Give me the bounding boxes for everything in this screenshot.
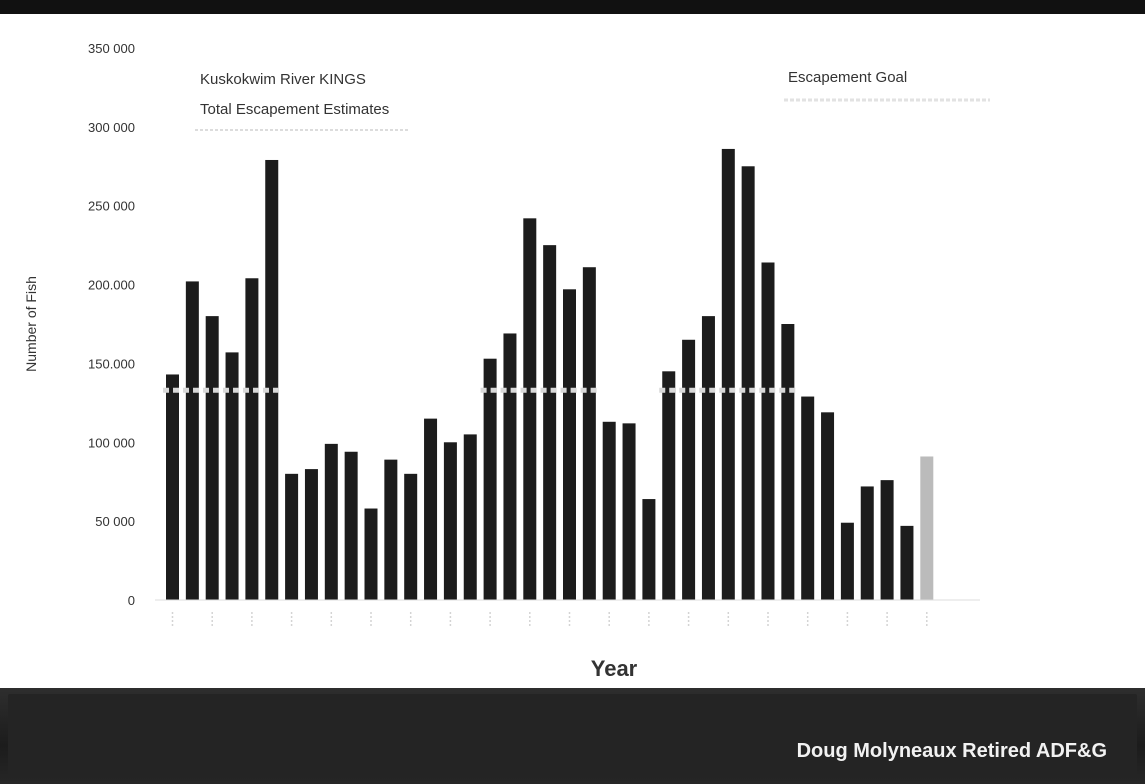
bar [205, 316, 219, 600]
bar [225, 352, 239, 600]
chart-title: Kuskokwim River KINGS [200, 71, 366, 88]
bar [523, 218, 537, 600]
bar [543, 245, 557, 600]
bar [662, 371, 676, 600]
legend-escapement-goal: Escapement Goal [788, 69, 907, 86]
bar [364, 508, 378, 600]
bar [602, 421, 616, 600]
bar [483, 358, 497, 600]
bar [642, 499, 656, 600]
bar [582, 267, 596, 600]
bar [424, 418, 438, 600]
y-axis-title: Number of Fish [23, 276, 39, 372]
bar [801, 396, 815, 600]
top-bar [0, 0, 1145, 14]
x-axis-ticks [171, 612, 928, 626]
y-tick-label: 50 000 [95, 514, 135, 529]
bar [304, 469, 318, 600]
bar-chart: 0 50 000 100 000 150.000 200.000 250 000 300 0… [23, 41, 990, 681]
bar [384, 459, 398, 600]
y-tick-label: 250 000 [88, 199, 135, 214]
y-tick-label: 100 000 [88, 435, 135, 450]
bar [741, 166, 755, 601]
bar [443, 442, 457, 600]
bar [701, 316, 715, 600]
y-tick-label: 200.000 [88, 278, 135, 293]
bars [166, 148, 934, 601]
bar [324, 443, 338, 600]
x-axis-title: Year [591, 656, 638, 681]
bar [563, 289, 576, 600]
bar [900, 525, 914, 600]
bar [761, 262, 775, 600]
y-tick-label: 300 000 [88, 120, 135, 135]
y-tick-label: 150.000 [88, 356, 135, 371]
bar [682, 339, 696, 600]
chart-area: 0 50 000 100 000 150.000 200.000 250 000 300 0… [0, 14, 1145, 686]
footer-panel: Doug Molyneaux Retired ADF&G [8, 694, 1137, 778]
bar [166, 374, 179, 600]
bar [404, 473, 418, 600]
footer-banner: Doug Molyneaux Retired ADF&G [0, 688, 1145, 784]
bar [920, 456, 934, 600]
bar [285, 473, 299, 600]
y-axis-ticks: 0 50 000 100 000 150.000 200.000 250 000 300 0… [88, 41, 135, 608]
bar [265, 159, 279, 600]
bar [463, 434, 477, 600]
author-credit: Doug Molyneaux Retired ADF&G [796, 740, 1107, 762]
bar [185, 281, 199, 600]
bar [344, 451, 358, 600]
bar [781, 324, 795, 600]
bar [821, 412, 835, 600]
y-tick-label: 0 [128, 593, 135, 608]
bar [721, 148, 735, 601]
bar [503, 333, 517, 600]
bar [880, 480, 894, 600]
chart-subtitle: Total Escapement Estimates [200, 101, 389, 118]
y-tick-label: 350 000 [88, 41, 135, 56]
bar [622, 423, 636, 600]
bar [840, 522, 854, 600]
bar [245, 278, 259, 600]
bar [860, 486, 874, 600]
